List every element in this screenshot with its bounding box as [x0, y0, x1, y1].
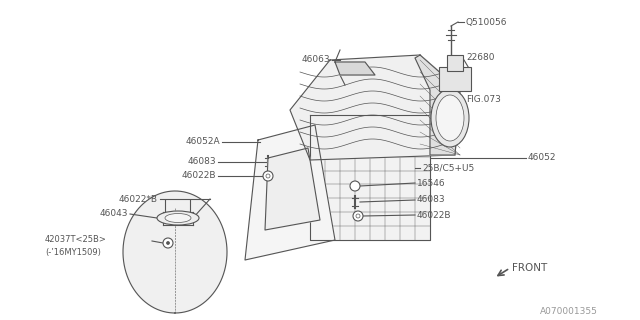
Text: 46022B: 46022B — [182, 172, 216, 180]
Text: 16546: 16546 — [417, 179, 445, 188]
Polygon shape — [415, 55, 460, 155]
Text: 46083: 46083 — [188, 157, 216, 166]
Polygon shape — [290, 55, 460, 160]
Text: 25B/C5+U5: 25B/C5+U5 — [422, 164, 474, 172]
Polygon shape — [335, 62, 375, 75]
Circle shape — [266, 174, 270, 178]
Text: 42037T<25B>: 42037T<25B> — [45, 235, 107, 244]
Text: Q510056: Q510056 — [466, 18, 508, 27]
Text: 46052: 46052 — [528, 154, 557, 163]
Circle shape — [353, 211, 363, 221]
Text: FRONT: FRONT — [512, 263, 547, 273]
Polygon shape — [265, 148, 320, 230]
Polygon shape — [123, 191, 227, 313]
Polygon shape — [245, 125, 335, 260]
Ellipse shape — [431, 89, 469, 147]
Text: FIG.073: FIG.073 — [466, 95, 501, 105]
Polygon shape — [310, 115, 430, 240]
Ellipse shape — [436, 95, 464, 141]
Text: (-’16MY1509): (-’16MY1509) — [45, 247, 101, 257]
Ellipse shape — [157, 211, 199, 225]
Text: 22680: 22680 — [466, 53, 495, 62]
Circle shape — [356, 214, 360, 218]
Text: 46022*B: 46022*B — [119, 195, 158, 204]
Text: A070001355: A070001355 — [540, 308, 598, 316]
Circle shape — [263, 171, 273, 181]
Circle shape — [166, 242, 170, 244]
Ellipse shape — [165, 213, 191, 222]
Circle shape — [350, 181, 360, 191]
Text: 46052A: 46052A — [186, 138, 220, 147]
Circle shape — [163, 238, 173, 248]
Text: 46063: 46063 — [301, 55, 330, 65]
Text: 46083: 46083 — [417, 196, 445, 204]
FancyBboxPatch shape — [439, 67, 471, 91]
Text: 46022B: 46022B — [417, 211, 451, 220]
FancyBboxPatch shape — [447, 55, 463, 71]
Text: 46043: 46043 — [99, 210, 128, 219]
